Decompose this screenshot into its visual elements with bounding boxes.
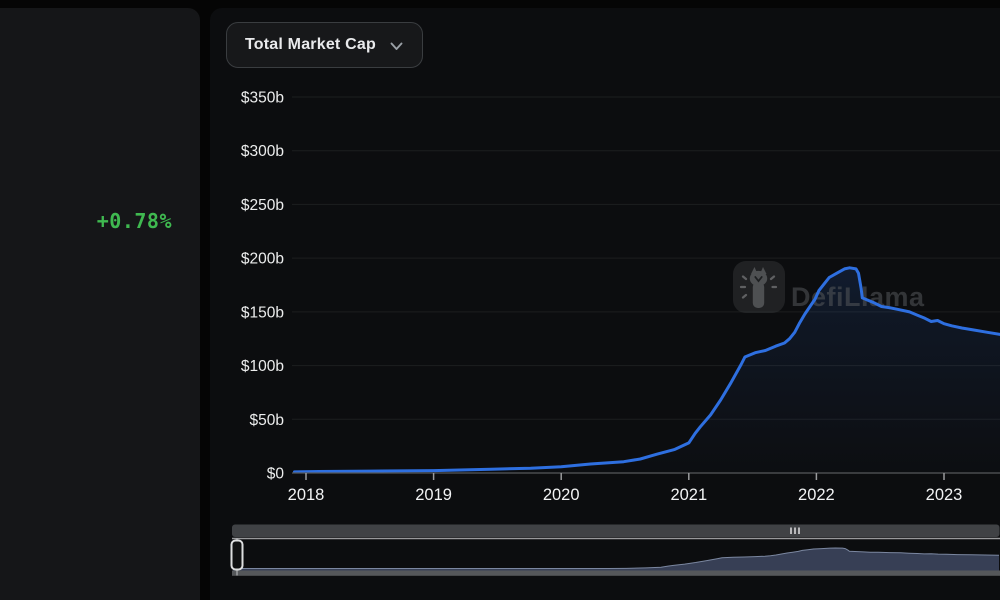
area-fill <box>294 267 1000 473</box>
zoom-brush[interactable] <box>230 524 1000 576</box>
metric-selector-label: Total Market Cap <box>245 36 376 53</box>
brush-preview-area <box>233 548 999 571</box>
y-axis-label: $50b <box>250 412 284 429</box>
left-panel: +0.78% <box>0 8 200 600</box>
y-axis-label: $200b <box>241 251 284 268</box>
chevron-down-icon <box>390 42 403 50</box>
defillama-watermark: DefiLlama <box>733 261 925 313</box>
brush-bottom-border <box>232 570 1000 576</box>
chart-scrollbar[interactable] <box>232 524 1000 538</box>
y-axis-label: $150b <box>241 304 284 321</box>
area-path <box>294 267 1000 473</box>
x-axis-label: 2019 <box>415 486 452 504</box>
y-axis-label: $250b <box>241 197 284 214</box>
market-cap-line <box>293 266 1000 474</box>
y-axis-label: $300b <box>241 143 284 160</box>
market-cap-change-percent: +0.78% <box>96 209 172 233</box>
y-axis-label: $350b <box>241 90 284 107</box>
line-path <box>293 266 1000 474</box>
metric-selector-dropdown[interactable]: Total Market Cap <box>226 22 423 68</box>
y-axis-label: $100b <box>241 358 284 375</box>
brush-left-handle[interactable] <box>230 538 244 576</box>
x-axis: 2018 2019 2020 2021 2022 2023 <box>288 472 1000 504</box>
defillama-logo-icon <box>733 261 785 313</box>
x-axis-label: 2021 <box>670 486 707 504</box>
y-axis-labels: $350b $300b $250b $200b $150b $100b $50b $0 <box>241 90 284 483</box>
grip-icon[interactable] <box>790 527 800 535</box>
watermark-text: DefiLlama <box>791 282 925 312</box>
brush-preview-line <box>233 547 1000 569</box>
x-axis-label: 2023 <box>926 486 963 504</box>
x-axis-label: 2022 <box>798 486 835 504</box>
x-axis-label: 2020 <box>543 486 580 504</box>
y-axis-label: $0 <box>267 466 285 483</box>
x-axis-label: 2018 <box>288 486 325 504</box>
